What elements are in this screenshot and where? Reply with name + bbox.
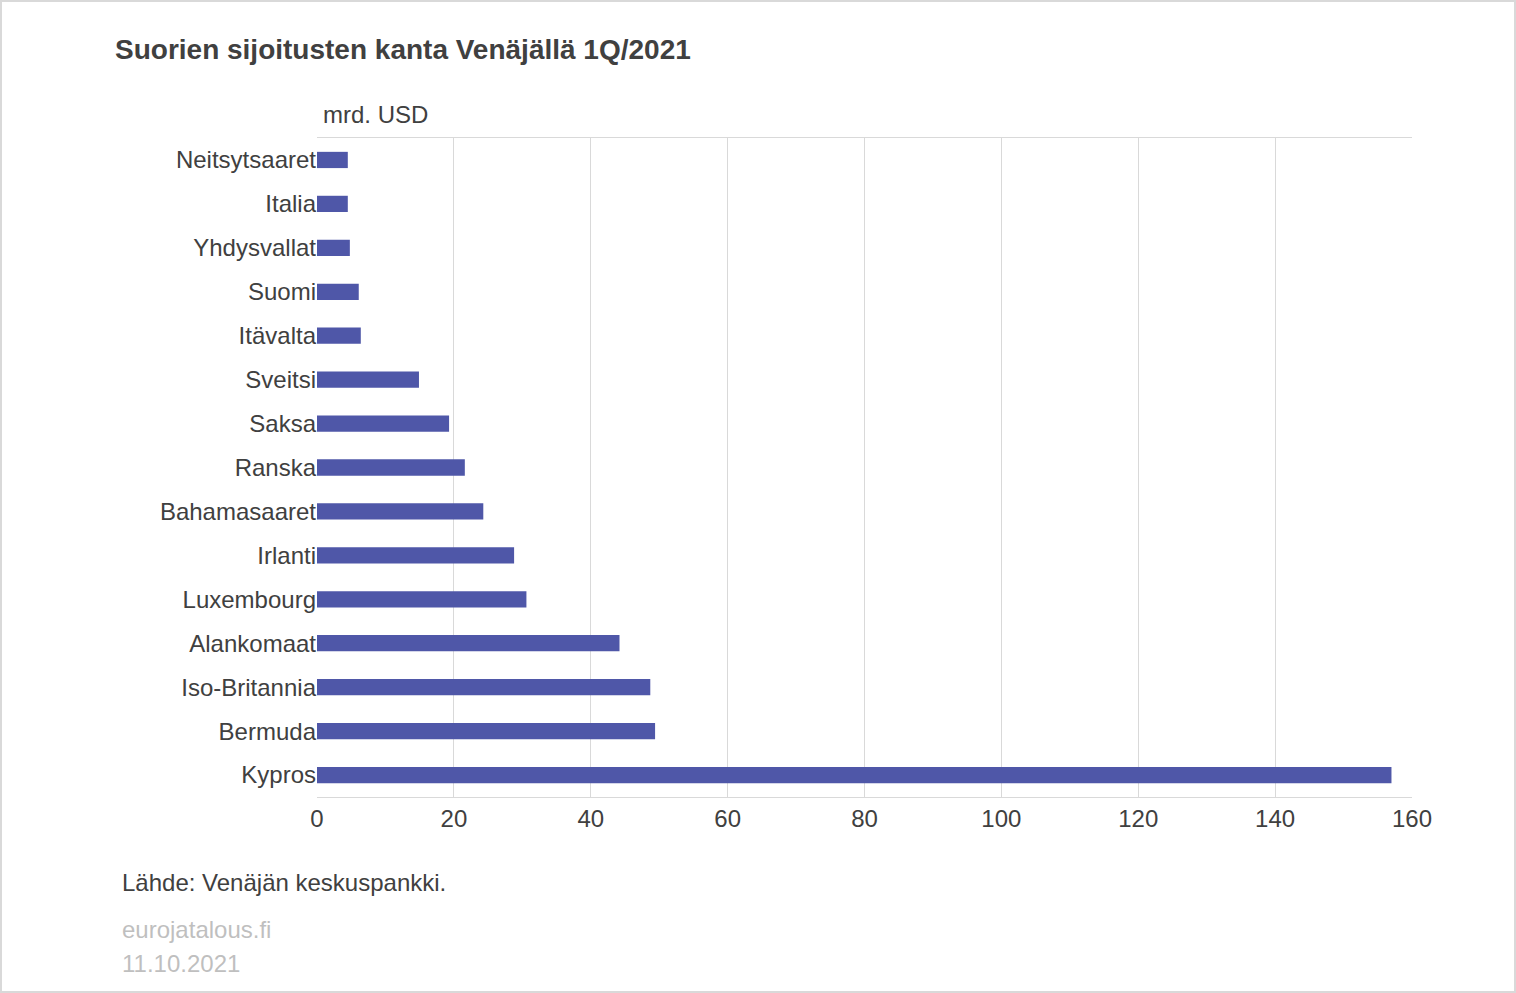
svg-text:Luxembourg: Luxembourg	[183, 586, 316, 613]
svg-text:60: 60	[714, 805, 741, 832]
svg-text:140: 140	[1255, 805, 1295, 832]
svg-text:mrd. USD: mrd. USD	[323, 101, 428, 128]
svg-text:Ranska: Ranska	[235, 454, 317, 481]
svg-text:120: 120	[1118, 805, 1158, 832]
svg-text:100: 100	[981, 805, 1021, 832]
svg-text:Kypros: Kypros	[241, 761, 316, 788]
svg-text:80: 80	[851, 805, 878, 832]
svg-text:Neitsytsaaret: Neitsytsaaret	[176, 146, 316, 173]
svg-text:Itävalta: Itävalta	[239, 322, 317, 349]
svg-text:eurojatalous.fi: eurojatalous.fi	[122, 916, 271, 943]
svg-text:160: 160	[1392, 805, 1432, 832]
svg-text:11.10.2021: 11.10.2021	[122, 950, 240, 977]
svg-text:Saksa: Saksa	[249, 410, 316, 437]
svg-text:Sveitsi: Sveitsi	[245, 366, 316, 393]
svg-text:20: 20	[441, 805, 468, 832]
svg-text:Suomi: Suomi	[248, 278, 316, 305]
svg-text:Bahamasaaret: Bahamasaaret	[160, 498, 316, 525]
svg-text:Lähde: Venäjän keskuspankki.: Lähde: Venäjän keskuspankki.	[122, 869, 446, 896]
svg-text:Yhdysvallat: Yhdysvallat	[193, 234, 316, 261]
svg-text:Irlanti: Irlanti	[257, 542, 316, 569]
svg-text:Suorien sijoitusten kanta Venä: Suorien sijoitusten kanta Venäjällä 1Q/2…	[115, 34, 691, 65]
svg-text:0: 0	[310, 805, 323, 832]
svg-text:Italia: Italia	[265, 190, 316, 217]
svg-text:Bermuda: Bermuda	[219, 718, 317, 745]
svg-text:40: 40	[577, 805, 604, 832]
svg-text:Iso-Britannia: Iso-Britannia	[181, 674, 316, 701]
svg-text:Alankomaat: Alankomaat	[189, 630, 316, 657]
